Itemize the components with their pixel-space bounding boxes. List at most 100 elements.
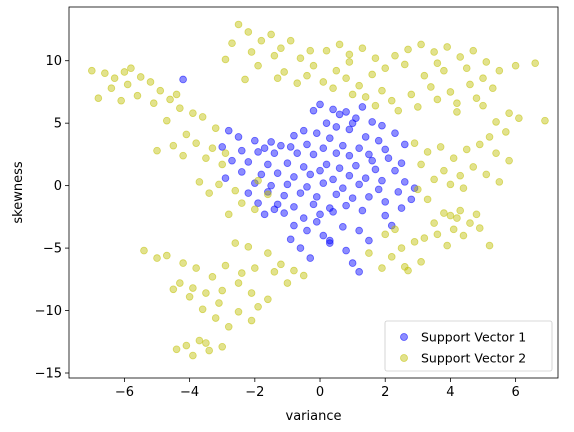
series-1-point <box>325 134 334 142</box>
series-1-point <box>374 136 383 145</box>
series-1-point <box>355 180 363 189</box>
series-1-point <box>368 156 376 165</box>
series-1-point <box>332 149 341 157</box>
series-2-point <box>117 96 125 105</box>
legend-marker-2 <box>400 354 408 362</box>
series-1-point <box>348 119 357 127</box>
series-2-point <box>247 289 256 297</box>
series-1-point <box>335 164 344 172</box>
series-2-point <box>264 249 272 257</box>
series-1-point <box>270 205 279 214</box>
series-2-point <box>427 83 435 91</box>
series-2-point <box>215 299 223 307</box>
series-1-point <box>384 154 393 162</box>
series-1-point <box>400 178 409 186</box>
series-1-point <box>365 150 373 159</box>
series-2-point <box>198 305 207 314</box>
x-tick-label: −2 <box>245 385 264 400</box>
series-2-point <box>237 269 246 277</box>
series-2-point <box>440 209 448 217</box>
series-2-point <box>466 80 474 89</box>
series-2-point <box>449 225 458 234</box>
series-2-point <box>136 73 145 81</box>
series-1-point <box>316 166 324 175</box>
series-2-point <box>479 74 487 82</box>
x-tick-label: 2 <box>381 385 389 400</box>
x-tick-label: 0 <box>316 385 324 400</box>
series-1-point <box>325 236 334 245</box>
series-2-point <box>228 39 236 48</box>
series-1-point <box>365 236 373 245</box>
series-2-point <box>110 74 119 82</box>
series-2-point <box>453 108 461 116</box>
series-1-point <box>257 170 266 179</box>
series-2-point <box>371 54 380 63</box>
series-2-point <box>485 241 494 250</box>
series-1-point <box>319 179 328 187</box>
series-1-point <box>355 268 363 276</box>
series-2-point <box>205 189 213 197</box>
series-2-point <box>505 109 513 117</box>
series-1-point <box>251 136 259 145</box>
series-2-point <box>221 149 230 157</box>
series-1-point <box>264 160 272 169</box>
plot-frame <box>68 6 559 379</box>
series-1-point <box>348 194 357 202</box>
x-ticks: −6 −4 −2 0 2 4 6 <box>115 378 520 400</box>
series-2-point <box>456 171 465 180</box>
series-1-point <box>361 133 370 141</box>
series-1-point <box>267 181 275 190</box>
series-2-point <box>88 66 96 75</box>
series-2-point <box>182 130 191 139</box>
series-2-point <box>492 118 500 126</box>
series-2-point <box>407 90 416 99</box>
legend: Support Vector 1 Support Vector 2 <box>384 320 553 372</box>
series-2-point <box>120 68 129 76</box>
series-1-point <box>260 210 269 219</box>
series-2-point <box>277 260 285 269</box>
series-1-point <box>381 145 390 154</box>
series-2-point <box>270 268 279 276</box>
series-2-point <box>475 224 484 232</box>
series-2-point <box>397 244 406 252</box>
series-2-point <box>218 160 227 169</box>
series-2-point <box>446 88 455 96</box>
series-1-point <box>286 235 295 244</box>
series-1-point <box>296 189 305 197</box>
series-1-point <box>312 218 321 226</box>
series-2-point <box>176 279 184 287</box>
series-2-point <box>166 95 174 104</box>
series-1-point <box>365 193 373 201</box>
series-2-point <box>475 140 484 149</box>
y-axis-label: skewness <box>11 161 26 223</box>
series-2-point <box>192 139 200 147</box>
series-2-point <box>430 219 438 227</box>
series-1-point <box>179 75 187 84</box>
series-2-point <box>462 145 471 154</box>
series-2-point <box>169 141 178 150</box>
series-1-point <box>254 148 262 156</box>
series-1-point <box>371 165 380 174</box>
series-1-point <box>374 185 383 194</box>
series-1-point <box>352 161 360 170</box>
series-2-point <box>485 133 494 141</box>
series-2-point <box>270 51 279 60</box>
series-2-point <box>433 59 442 68</box>
series-1-point <box>273 169 282 177</box>
series-2-point <box>417 258 425 266</box>
series-2-point <box>133 91 142 100</box>
series-2-point <box>488 84 497 92</box>
series-1-point <box>254 199 262 207</box>
series-2-point <box>446 211 455 220</box>
series-2-point <box>234 279 243 287</box>
series-2-point <box>515 114 523 122</box>
series-1-point <box>260 144 269 152</box>
series-2-point <box>257 36 266 45</box>
series-2-point <box>215 180 223 189</box>
series-2-point <box>211 124 220 132</box>
series-1-point <box>293 149 302 157</box>
series-1-point <box>345 171 354 180</box>
series-2-point <box>443 43 451 51</box>
series-2-point <box>462 64 471 73</box>
series-1-point <box>228 156 236 165</box>
